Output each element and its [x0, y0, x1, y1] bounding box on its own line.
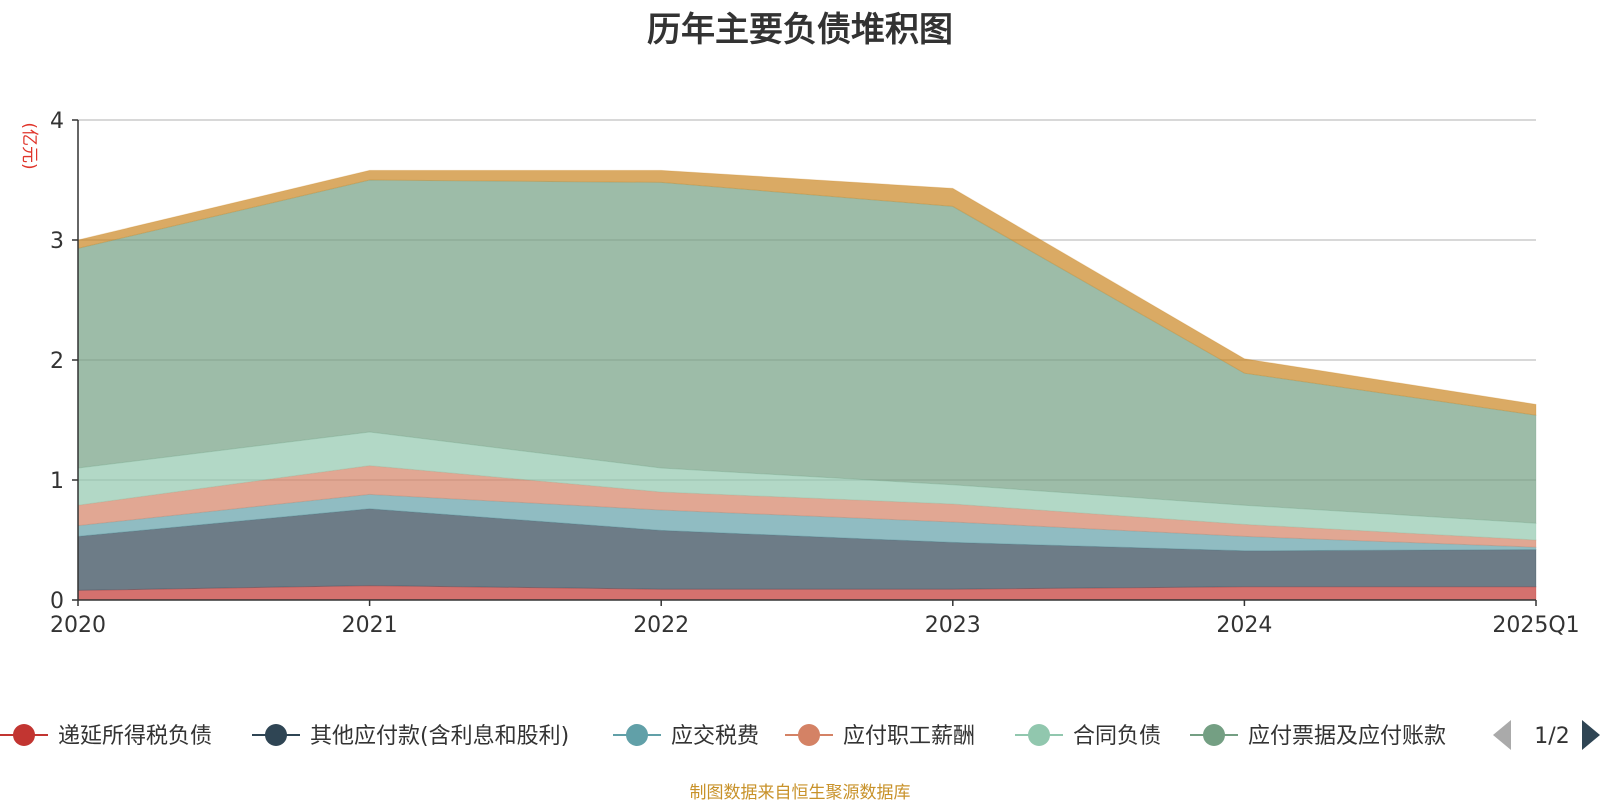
legend-page-indicator: 1/2: [1534, 724, 1569, 749]
legend-item-4[interactable]: 合同负债: [1015, 724, 1161, 749]
x-tick-label: 2020: [50, 613, 106, 638]
legend-marker: [626, 724, 648, 746]
legend-marker: [1203, 724, 1225, 746]
legend-label: 其他应付款(含利息和股利): [310, 724, 569, 749]
area-series: [77, 169, 1537, 601]
legend-label: 应付职工薪酬: [843, 724, 975, 749]
y-tick-label: 0: [50, 589, 64, 614]
legend-marker: [13, 724, 35, 746]
legend-label: 合同负债: [1073, 724, 1161, 749]
legend-marker: [1028, 724, 1050, 746]
y-tick-label: 3: [50, 229, 64, 254]
y-tick-label: 4: [50, 109, 64, 134]
x-tick-label: 2024: [1216, 613, 1272, 638]
x-tick-label: 2023: [925, 613, 981, 638]
legend-label: 递延所得税负债: [58, 724, 212, 749]
legend-marker: [265, 724, 287, 746]
x-tick-label: 2025Q1: [1492, 613, 1579, 638]
legend-item-0[interactable]: 递延所得税负债: [0, 724, 212, 749]
legend-item-1[interactable]: 其他应付款(含利息和股利): [252, 724, 569, 749]
y-tick-label: 2: [50, 349, 64, 374]
y-axis-label: (亿元): [19, 122, 39, 169]
x-tick-label: 2022: [633, 613, 689, 638]
data-source-note: 制图数据来自恒生聚源数据库: [689, 783, 911, 803]
legend-item-2[interactable]: 应交税费: [613, 724, 759, 749]
legend[interactable]: 递延所得税负债 其他应付款(含利息和股利) 应交税费 应付职工薪酬 合同负债 应付票据及应…: [0, 720, 1600, 750]
chart-title: 历年主要负债堆积图: [647, 10, 953, 50]
x-tick-label: 2021: [342, 613, 398, 638]
legend-item-5[interactable]: 应付票据及应付账款: [1190, 724, 1446, 749]
area-series-6: [77, 169, 1537, 416]
legend-next-page-icon[interactable]: [1582, 720, 1600, 750]
legend-label: 应交税费: [671, 724, 759, 749]
legend-item-3[interactable]: 应付职工薪酬: [785, 724, 975, 749]
legend-marker: [798, 724, 820, 746]
y-tick-label: 1: [50, 469, 64, 494]
axes: 0 1 2 3 4 2020 2021 2022 2023 2024 2025Q1 (亿元): [19, 109, 1580, 638]
legend-label: 应付票据及应付账款: [1248, 724, 1446, 749]
legend-prev-page-icon[interactable]: [1493, 720, 1511, 750]
